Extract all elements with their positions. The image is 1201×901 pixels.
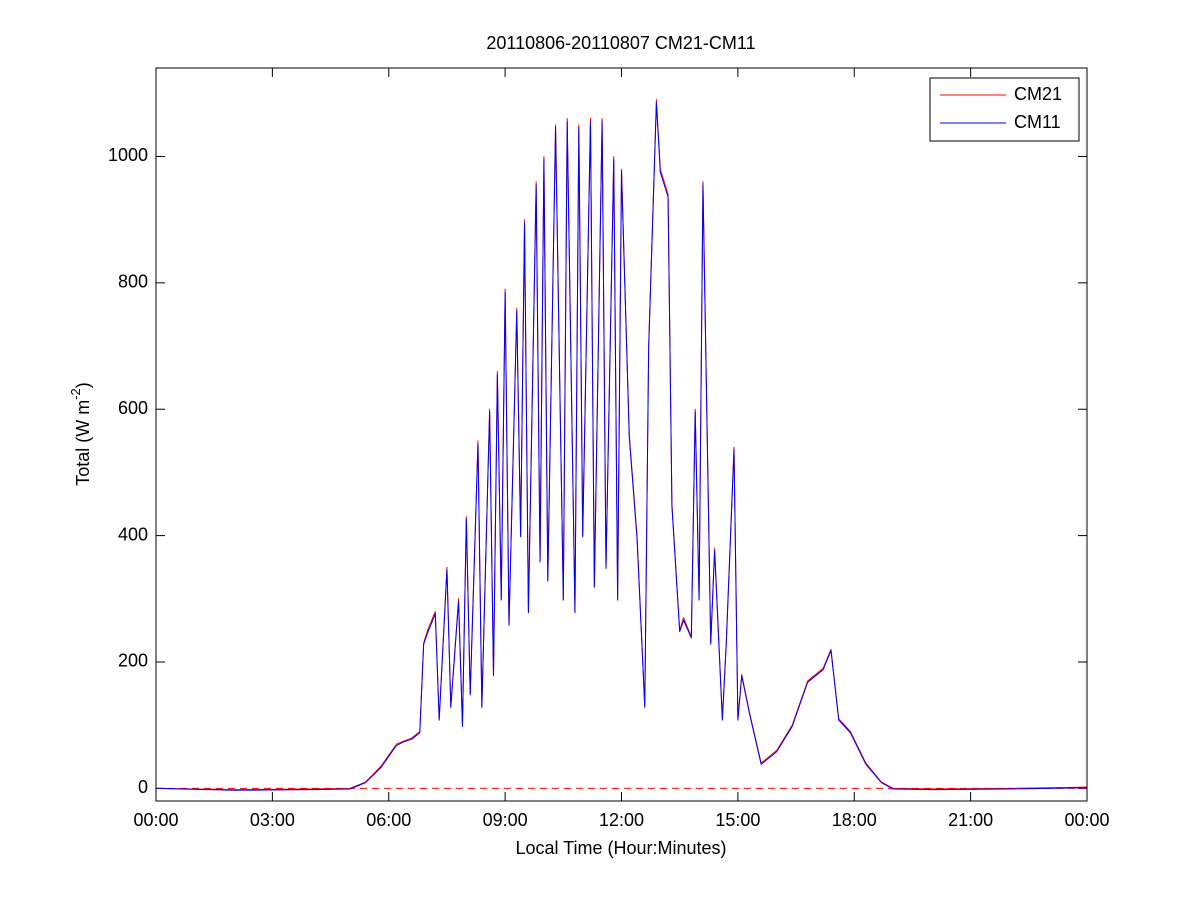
y-axis-label-part: Total (W m	[73, 400, 93, 486]
chart-title: 20110806-20110807 CM21-CM11	[486, 33, 755, 53]
x-tick-label: 00:00	[1064, 810, 1109, 830]
y-tick-label: 800	[118, 272, 148, 292]
x-tick-label: 03:00	[250, 810, 295, 830]
x-tick-label: 15:00	[715, 810, 760, 830]
legend-label: CM21	[1014, 84, 1062, 104]
y-axis-label-part: )	[73, 382, 93, 388]
legend-label: CM11	[1014, 112, 1061, 132]
y-tick-label: 200	[118, 651, 148, 671]
y-tick-label: 1000	[108, 145, 148, 165]
y-tick-label: 400	[118, 524, 148, 544]
x-axis-label: Local Time (Hour:Minutes)	[515, 838, 726, 858]
y-axis-label: Total (W m-2)	[68, 382, 92, 486]
x-tick-label: 06:00	[366, 810, 411, 830]
x-tick-label: 18:00	[832, 810, 877, 830]
x-tick-label: 00:00	[133, 810, 178, 830]
x-tick-label: 09:00	[483, 810, 528, 830]
y-axis-label-superscript: -2	[68, 388, 83, 400]
data-line	[155, 102, 1088, 791]
legend: CM21 CM11	[929, 77, 1080, 142]
plot-frame	[155, 67, 1088, 802]
y-tick-label: 0	[138, 777, 148, 797]
x-tick-label: 12:00	[599, 810, 644, 830]
legend-box	[929, 77, 1080, 142]
x-tick-label: 21:00	[948, 810, 993, 830]
y-tick-label: 600	[118, 398, 148, 418]
